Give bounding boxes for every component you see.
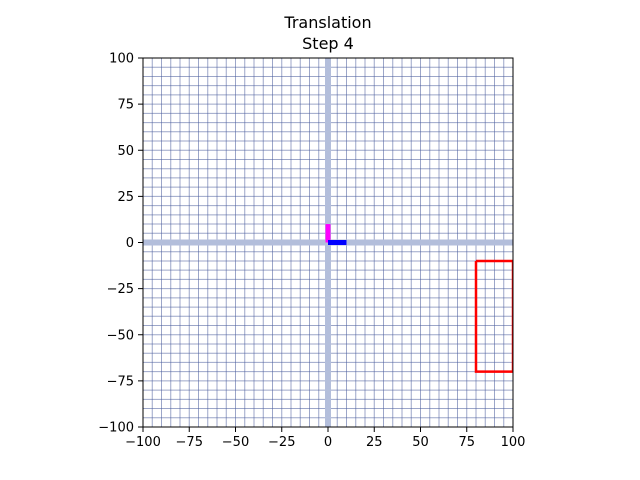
x-tick-label: 100 <box>501 435 526 450</box>
y-tick-label: −50 <box>107 328 134 343</box>
x-tick-label: 25 <box>366 435 383 450</box>
x-tick-label: −100 <box>125 435 161 450</box>
y-tick-label: 0 <box>126 236 134 251</box>
chart-subtitle: Step 4 <box>302 34 354 53</box>
x-tick-label: −75 <box>176 435 203 450</box>
chart-title: Translation <box>283 13 371 32</box>
y-tick-label: −75 <box>107 374 134 389</box>
y-tick-label: −25 <box>107 282 134 297</box>
x-tick-label: −50 <box>222 435 249 450</box>
y-tick-label: 50 <box>117 144 134 159</box>
plot-area: −100 −75 −50 −25 0 25 50 75 100 −100 −75 −50 −25 0 25 5… <box>98 52 525 451</box>
y-tick-label: 25 <box>117 190 134 205</box>
x-tick-label: −25 <box>268 435 295 450</box>
x-tick-label: 75 <box>458 435 475 450</box>
series-rectangle <box>474 259 513 373</box>
x-tick-label: 50 <box>412 435 429 450</box>
y-tick-label: 100 <box>109 52 134 67</box>
y-tick-label: −100 <box>98 421 134 436</box>
x-tick-label: 0 <box>324 435 332 450</box>
y-tick-label: 75 <box>117 98 134 113</box>
